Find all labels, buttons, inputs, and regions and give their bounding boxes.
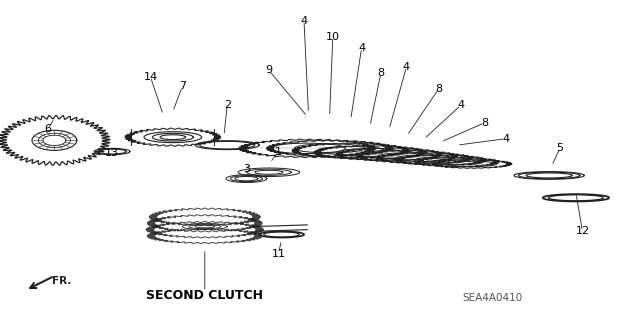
- Text: FR.: FR.: [52, 276, 72, 286]
- Text: 4: 4: [457, 100, 465, 110]
- Text: SECOND CLUTCH: SECOND CLUTCH: [147, 289, 263, 301]
- Text: 2: 2: [223, 100, 231, 110]
- Text: 4: 4: [403, 62, 410, 72]
- Text: 14: 14: [143, 71, 157, 82]
- Text: 3: 3: [243, 164, 250, 174]
- Text: 4: 4: [358, 43, 365, 53]
- Text: 5: 5: [557, 143, 563, 153]
- Text: 8: 8: [435, 84, 442, 94]
- Text: 12: 12: [575, 226, 589, 236]
- Text: 10: 10: [326, 32, 340, 42]
- Text: 4: 4: [502, 134, 509, 144]
- Text: 8: 8: [377, 68, 385, 78]
- Text: 13: 13: [105, 148, 119, 158]
- Text: 4: 4: [300, 16, 308, 26]
- Text: 7: 7: [179, 81, 186, 91]
- Text: 8: 8: [481, 118, 488, 128]
- Text: 6: 6: [45, 124, 51, 134]
- Text: 1: 1: [275, 146, 282, 157]
- Text: SEA4A0410: SEA4A0410: [463, 293, 523, 303]
- Text: 9: 9: [265, 65, 273, 75]
- Text: 11: 11: [271, 249, 285, 259]
